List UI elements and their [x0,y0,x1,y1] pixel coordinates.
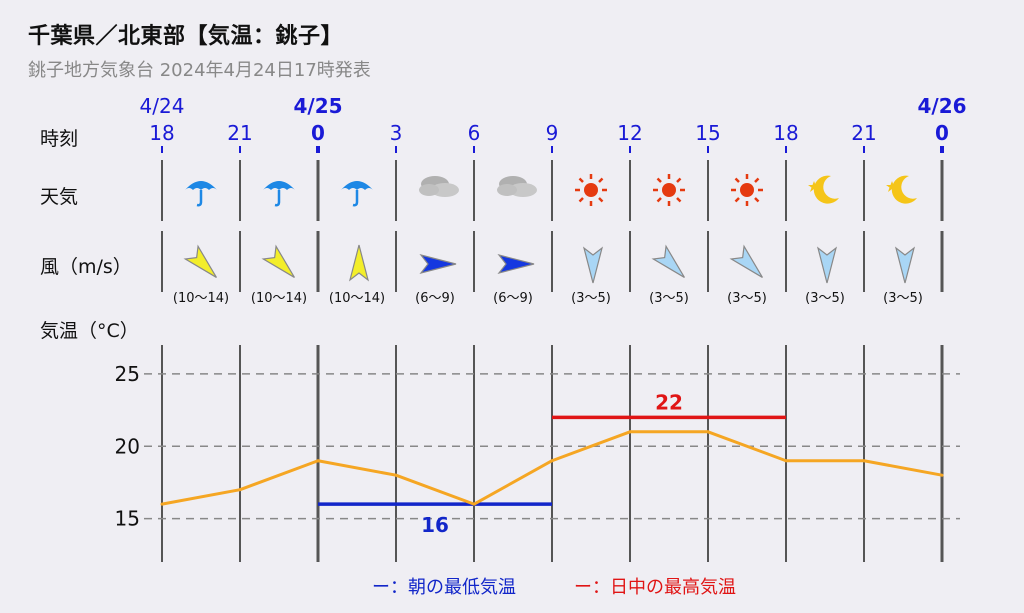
y-tick-label: 15 [115,507,140,531]
date-label: 4/24 [139,94,185,118]
wind-arrow-icon [571,242,611,284]
moon-icon [805,170,845,210]
page-title: 千葉県／北東部【気温：銚子】 [28,24,344,49]
legend-max-temp: ー：日中の最高気温 [574,577,736,598]
cloud-icon [493,170,537,210]
issue-info: 銚子地方気象台 2024年4月24日17時発表 [28,60,371,81]
date-label: 4/26 [917,94,967,118]
wind-arrow-icon [259,242,299,282]
wind-arrow-icon [415,242,457,282]
hour-label: 21 [227,121,253,145]
temperature-point [628,430,632,434]
cloud-icon [415,170,459,210]
hour-label: 18 [149,121,175,145]
temperature-point [394,473,398,477]
wind-speed-label: (3〜5) [883,291,923,306]
wind-arrow-icon [493,242,535,282]
wind-speed-label: (3〜5) [805,291,845,306]
wind-speed-label: (6〜9) [493,291,533,306]
temperature-point [160,502,164,506]
temperature-point [706,430,710,434]
weather-row-label: 天気 [40,186,79,208]
wind-speed-label: (3〜5) [649,291,689,306]
temperature-point [316,459,320,463]
min-temp-label: 16 [421,513,449,537]
wind-arrow-icon [883,242,923,284]
wind-speed-label: (3〜5) [571,291,611,306]
wind-speed-label: (6〜9) [415,291,455,306]
hour-label: 9 [545,121,559,145]
y-tick-label: 25 [115,362,140,386]
wind-arrow-icon [181,242,221,282]
wind-arrow-icon [649,242,689,282]
temperature-point [238,488,242,492]
hour-label: 0 [311,121,325,145]
wind-speed-label: (10〜14) [172,291,230,306]
umbrella-icon [337,170,377,210]
hour-label: 15 [695,121,721,145]
temperature-point [550,459,554,463]
wind-arrow-icon [727,242,767,282]
legend-min-temp: ー：朝の最低気温 [372,577,516,598]
wind-arrow-icon [337,242,377,282]
temperature-point [784,459,788,463]
wind-speed-label: (10〜14) [328,291,386,306]
temperature-point [862,459,866,463]
hour-label: 21 [851,121,877,145]
sun-icon [571,170,611,210]
temperature-point [940,473,944,477]
time-row-label: 時刻 [40,128,79,150]
wind-row-label: 風（m/s） [40,256,132,278]
umbrella-icon [259,170,299,210]
moon-icon [883,170,923,210]
hour-label: 0 [935,121,949,145]
umbrella-icon [181,170,221,210]
temperature-point [472,502,476,506]
wind-arrow-icon [805,242,845,284]
sun-icon [649,170,689,210]
hour-label: 6 [467,121,481,145]
sun-icon [727,170,767,210]
temperature-row-label: 気温（°C） [40,320,139,342]
wind-speed-label: (3〜5) [727,291,767,306]
hour-label: 12 [617,121,643,145]
date-label: 4/25 [293,94,343,118]
hour-label: 3 [389,121,403,145]
y-tick-label: 20 [115,434,140,458]
wind-speed-label: (10〜14) [250,291,308,306]
max-temp-label: 22 [655,390,683,414]
hour-label: 18 [773,121,799,145]
